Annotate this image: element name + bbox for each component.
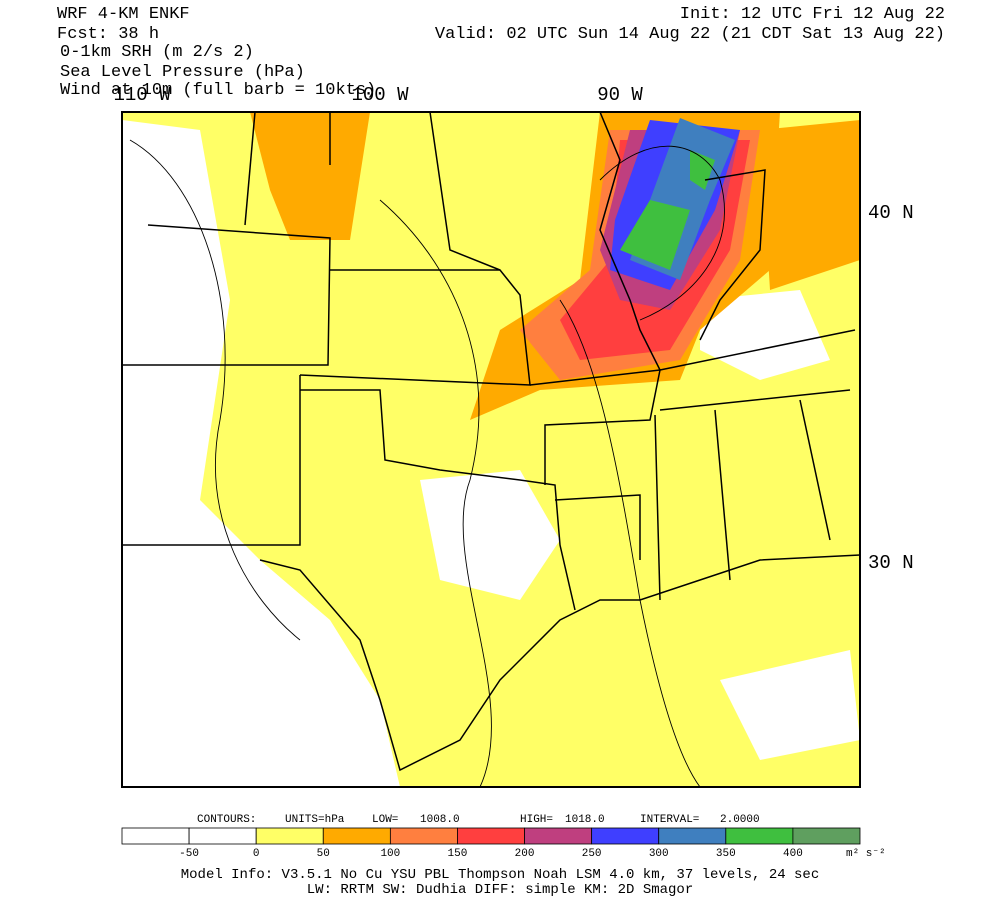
colorbar-swatch xyxy=(591,827,660,845)
colorbar-swatch xyxy=(322,827,391,845)
latitude-label: 40 N xyxy=(868,202,914,224)
colorbar: -50 0 50 100 150 200 250 300 350 400 m² s⁻² xyxy=(121,827,886,860)
contour-low: 1008.0 xyxy=(420,814,460,826)
model-info: Model Info: V3.5.1 No Cu YSU PBL Thompso… xyxy=(181,867,820,883)
latitude-label: 30 N xyxy=(868,552,914,574)
colorbar-swatch xyxy=(121,827,190,845)
colorbar-swatch xyxy=(188,827,257,845)
colorbar-label: 400 xyxy=(783,848,803,860)
colorbar-swatch xyxy=(792,827,861,845)
colorbar-label: 200 xyxy=(515,848,535,860)
longitude-label: 100 W xyxy=(351,84,409,106)
colorbar-swatch xyxy=(725,827,794,845)
colorbar-units: m² s⁻² xyxy=(846,848,886,860)
title: WRF 4-KM ENKF xyxy=(57,5,190,24)
colorbar-label: -50 xyxy=(179,848,199,860)
colorbar-swatch xyxy=(457,827,525,845)
contour-label: CONTOURS: xyxy=(197,814,256,826)
colorbar-label: 350 xyxy=(716,848,736,860)
field-label: Wind at 10m (full barb = 10kts) xyxy=(60,81,376,100)
colorbar-label: 50 xyxy=(317,848,330,860)
colorbar-swatch xyxy=(658,827,727,845)
contour-high-label: HIGH= xyxy=(520,814,553,826)
colorbar-swatch xyxy=(524,827,593,845)
contour-info: CONTOURS: UNITS=hPa LOW= 1008.0 HIGH= 10… xyxy=(197,814,760,826)
forecast-hour: Fcst: 38 h xyxy=(57,25,159,44)
colorbar-label: 300 xyxy=(649,848,669,860)
longitude-label: 90 W xyxy=(597,84,643,106)
contour-interval: 2.0000 xyxy=(720,814,760,826)
contour-high: 1018.0 xyxy=(565,814,605,826)
colorbar-swatch xyxy=(255,827,324,845)
model-info: LW: RRTM SW: Dudhia DIFF: simple KM: 2D … xyxy=(307,882,693,898)
init-time: Init: 12 UTC Fri 12 Aug 22 xyxy=(680,5,945,24)
valid-time: Valid: 02 UTC Sun 14 Aug 22 (21 CDT Sat … xyxy=(435,25,945,44)
colorbar-label: 250 xyxy=(582,848,602,860)
contour-low-label: LOW= xyxy=(372,814,398,826)
longitude-label: 110 W xyxy=(113,84,171,106)
map xyxy=(121,111,861,788)
colorbar-label: 150 xyxy=(448,848,468,860)
field-label: 0-1km SRH (m 2/s 2) xyxy=(60,43,254,62)
colorbar-swatch xyxy=(389,827,458,845)
header: WRF 4-KM ENKF Fcst: 38 h 0-1km SRH (m 2/… xyxy=(57,5,945,100)
contour-units: UNITS=hPa xyxy=(285,814,345,826)
contour-interval-label: INTERVAL= xyxy=(640,814,699,826)
field-label: Sea Level Pressure (hPa) xyxy=(60,63,305,82)
colorbar-label: 0 xyxy=(253,848,260,860)
colorbar-label: 100 xyxy=(380,848,400,860)
